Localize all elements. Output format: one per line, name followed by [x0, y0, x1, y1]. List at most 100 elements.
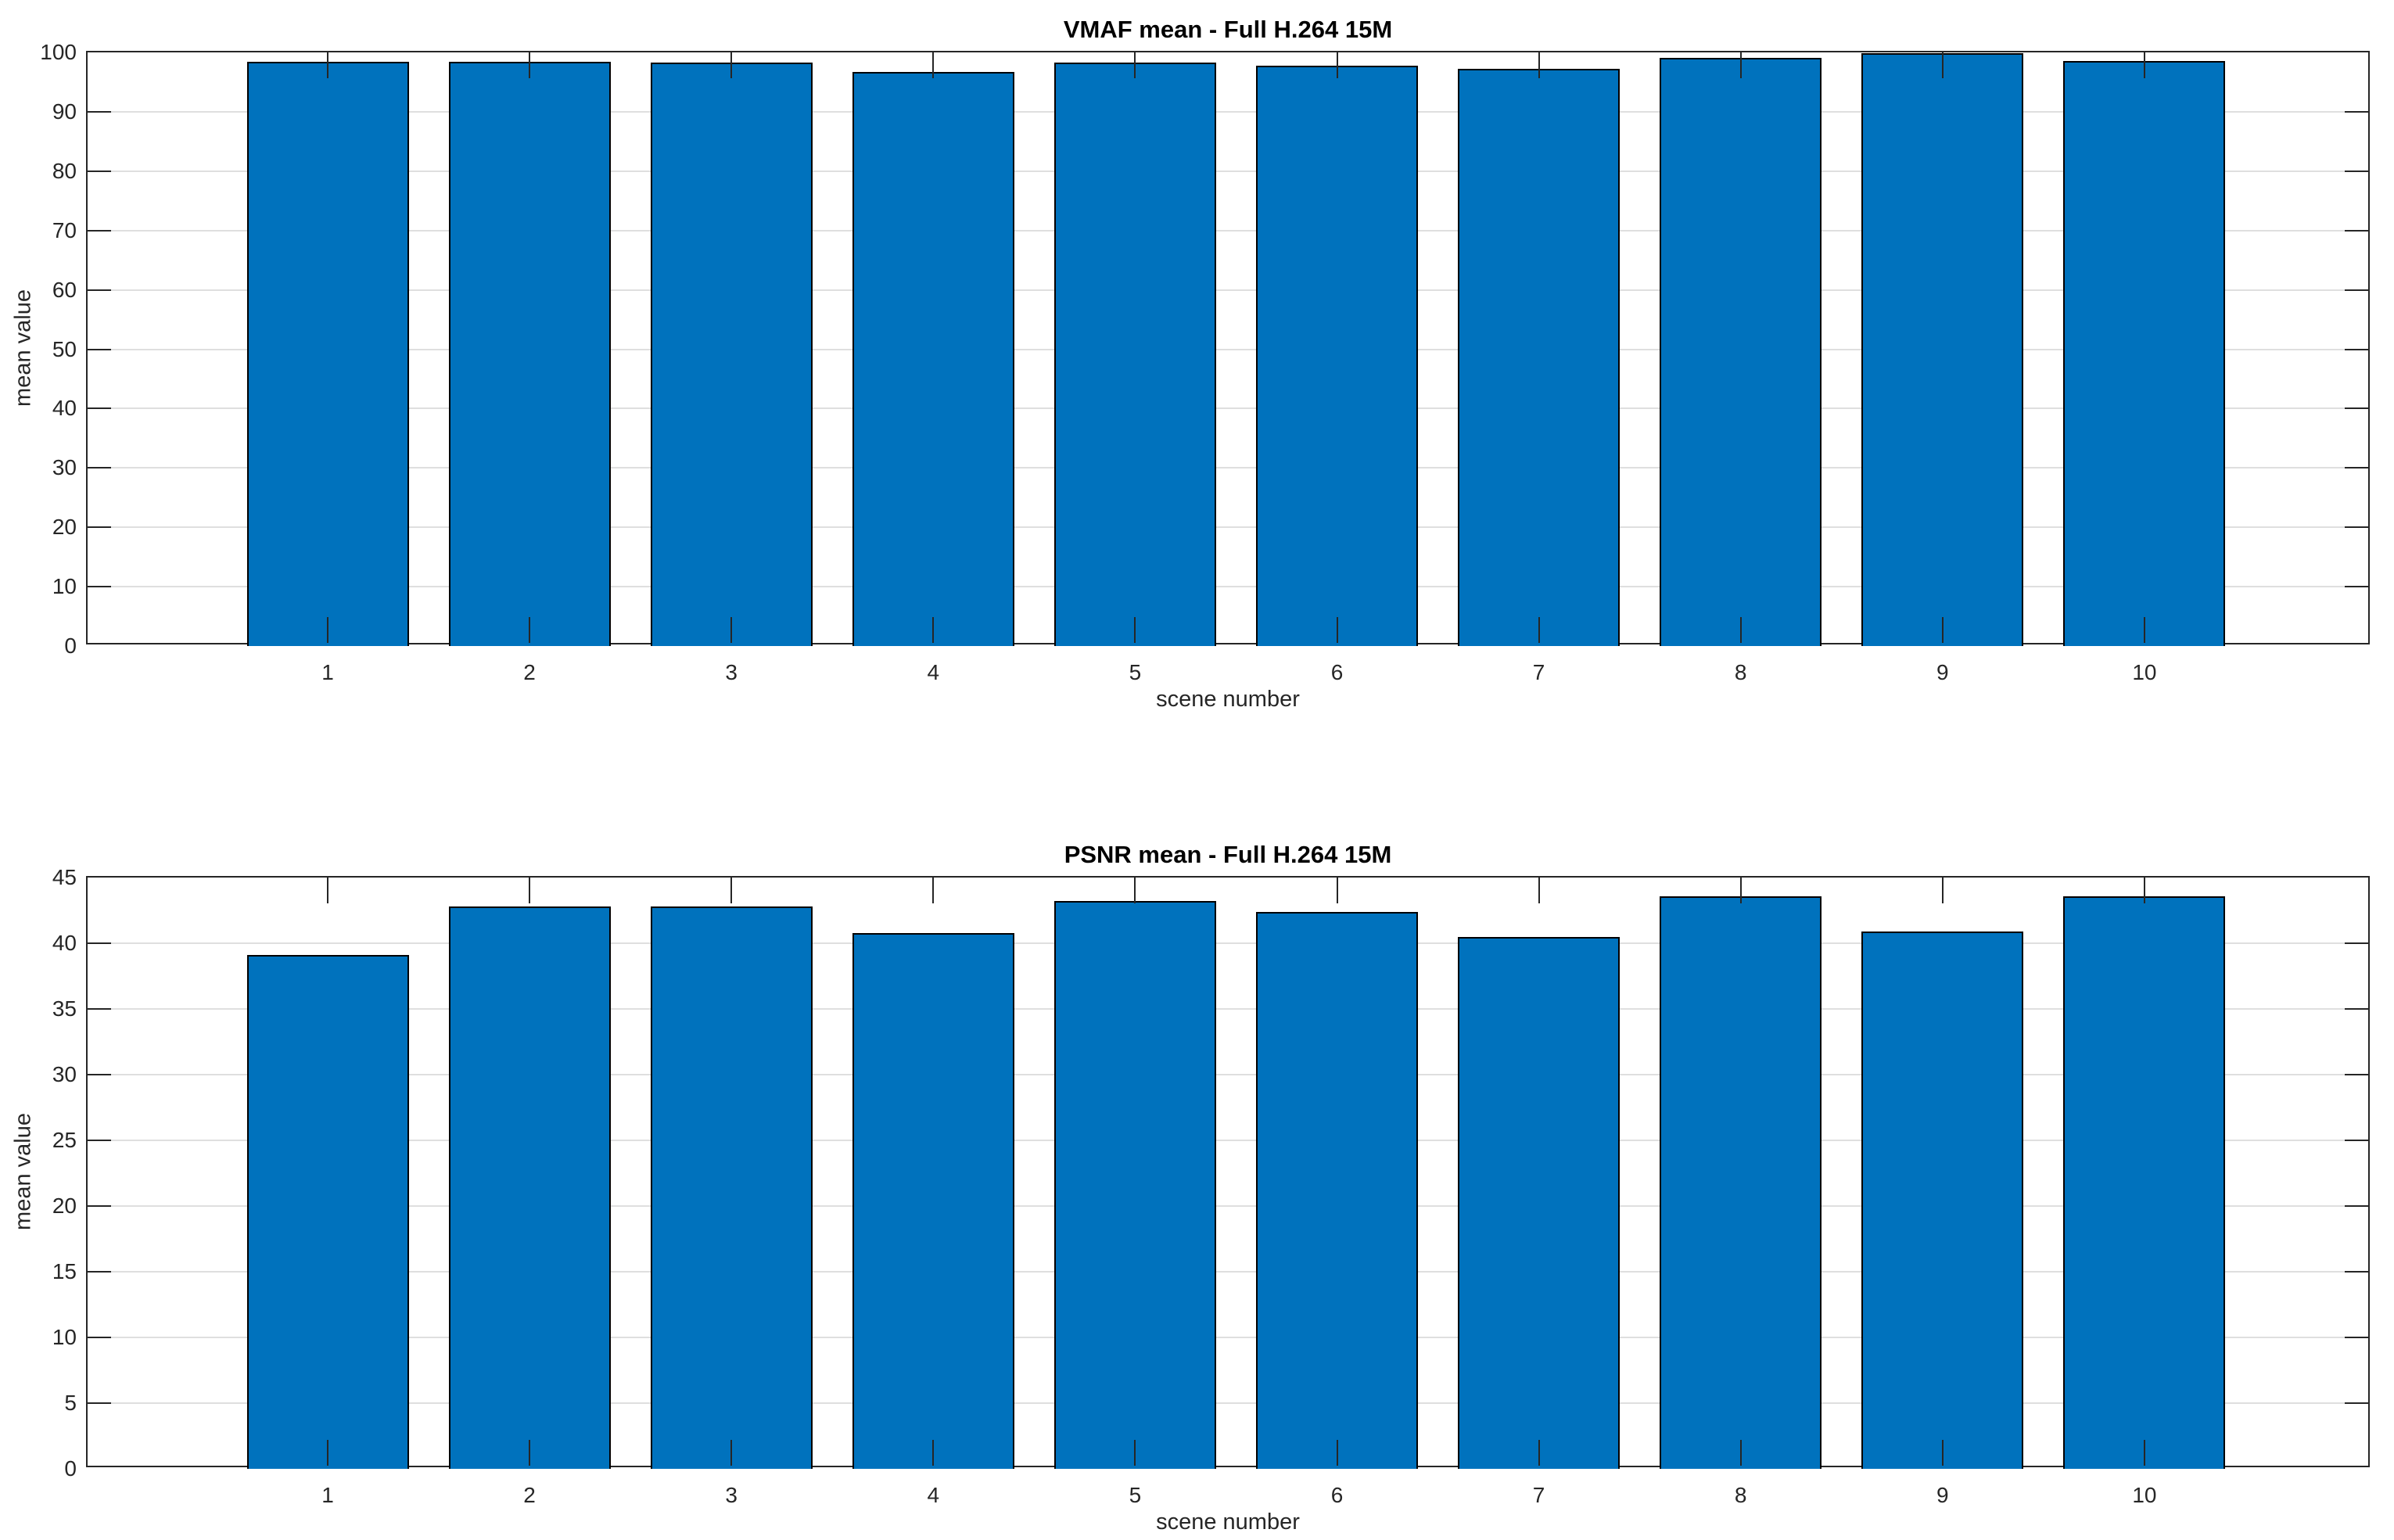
- y-tick: [88, 1271, 111, 1273]
- y-tick: [88, 586, 111, 588]
- y-tick-label: 10: [52, 1325, 77, 1349]
- y-gridline: [88, 407, 2368, 410]
- y-tick-label: 50: [52, 336, 77, 361]
- y-tick: [88, 526, 111, 529]
- y-tick-label: 0: [64, 634, 77, 658]
- y-tick: [2345, 348, 2368, 350]
- x-tick: [2143, 1440, 2145, 1466]
- x-tick-label: 2: [523, 660, 536, 684]
- x-tick: [327, 52, 328, 78]
- chart-title: VMAF mean - Full H.264 15M: [1063, 16, 1393, 43]
- y-tick: [2345, 526, 2368, 529]
- bar: [852, 932, 1014, 1469]
- x-tick-label: 4: [927, 660, 940, 684]
- y-tick: [2345, 1271, 2368, 1273]
- y-tick: [2345, 170, 2368, 172]
- y-tick: [88, 1008, 111, 1010]
- y-tick: [2345, 467, 2368, 469]
- y-gridline: [88, 289, 2368, 291]
- y-tick: [88, 1337, 111, 1338]
- bar: [448, 62, 611, 646]
- y-tick-label: 30: [52, 455, 77, 480]
- y-tick-label: 100: [40, 40, 77, 64]
- y-tick-label: 45: [52, 865, 77, 889]
- x-tick: [1134, 878, 1136, 903]
- y-gridline: [88, 526, 2368, 529]
- x-tick: [529, 878, 531, 903]
- x-tick: [1941, 1440, 1944, 1466]
- x-tick: [932, 52, 935, 78]
- x-tick: [529, 52, 531, 78]
- x-tick: [1134, 52, 1136, 78]
- x-tick: [1538, 878, 1540, 903]
- y-tick: [2345, 229, 2368, 232]
- x-tick: [1336, 1440, 1338, 1466]
- y-tick: [2345, 942, 2368, 944]
- y-tick-label: 20: [52, 515, 77, 540]
- bar: [650, 906, 813, 1469]
- x-tick-label: 10: [2132, 1483, 2157, 1507]
- y-gridline: [88, 586, 2368, 588]
- bar: [852, 72, 1014, 646]
- bar: [1660, 57, 1822, 646]
- y-tick: [2345, 1074, 2368, 1075]
- bar: [1256, 911, 1418, 1469]
- y-gridline: [88, 942, 2368, 944]
- bar: [1053, 901, 1216, 1469]
- x-tick: [1941, 52, 1944, 78]
- y-tick: [88, 289, 111, 291]
- x-tick: [730, 52, 733, 78]
- y-tick: [88, 170, 111, 172]
- y-tick: [2345, 1008, 2368, 1010]
- x-tick: [1336, 878, 1338, 903]
- y-gridline: [88, 110, 2368, 113]
- y-tick: [88, 942, 111, 944]
- y-gridline: [88, 348, 2368, 350]
- y-tick: [88, 1074, 111, 1075]
- x-tick: [1941, 878, 1944, 903]
- y-tick: [2345, 1402, 2368, 1404]
- y-gridline: [88, 170, 2368, 172]
- x-tick: [1739, 1440, 1742, 1466]
- y-tick-label: 40: [52, 396, 77, 421]
- x-tick-label: 8: [1734, 660, 1747, 684]
- x-tick-label: 1: [321, 660, 334, 684]
- y-tick: [88, 1140, 111, 1141]
- y-tick-label: 80: [52, 158, 77, 183]
- bar: [246, 955, 409, 1469]
- y-tick: [2345, 1205, 2368, 1207]
- y-tick: [88, 407, 111, 410]
- y-tick-label: 60: [52, 277, 77, 302]
- x-axis-label: scene number: [1156, 1509, 1300, 1535]
- y-gridline: [88, 1337, 2368, 1338]
- y-tick: [2345, 1140, 2368, 1141]
- x-tick: [529, 1440, 531, 1466]
- bar: [1861, 931, 2024, 1469]
- bar: [2063, 60, 2226, 646]
- y-tick-label: 35: [52, 996, 77, 1021]
- x-axis-label: scene number: [1156, 687, 1300, 712]
- x-tick-label: 10: [2132, 660, 2157, 684]
- x-tick: [1336, 617, 1338, 643]
- x-tick-label: 7: [1532, 1483, 1545, 1507]
- y-gridline: [88, 467, 2368, 469]
- y-tick: [2345, 110, 2368, 113]
- y-tick-label: 30: [52, 1062, 77, 1086]
- x-tick-label: 7: [1532, 660, 1545, 684]
- y-gridline: [88, 1140, 2368, 1141]
- x-tick-label: 9: [1936, 1483, 1949, 1507]
- x-tick: [327, 1440, 328, 1466]
- y-gridline: [88, 1402, 2368, 1404]
- x-tick: [2143, 617, 2145, 643]
- y-tick-label: 10: [52, 574, 77, 599]
- x-tick: [932, 878, 935, 903]
- x-tick: [1739, 52, 1742, 78]
- x-tick: [932, 617, 935, 643]
- y-tick: [88, 1205, 111, 1207]
- bar: [650, 62, 813, 646]
- x-tick-label: 4: [927, 1483, 940, 1507]
- x-tick: [1134, 617, 1136, 643]
- bar: [1458, 69, 1621, 646]
- x-tick-label: 2: [523, 1483, 536, 1507]
